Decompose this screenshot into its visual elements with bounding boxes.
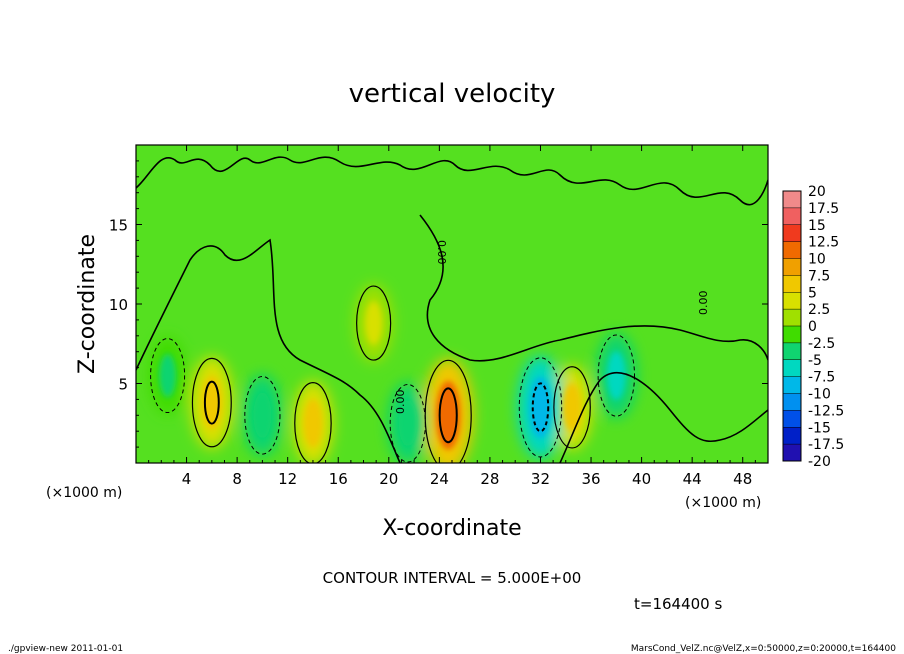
x-tick-label: 16	[329, 470, 348, 488]
x-unit-right: (×1000 m)	[685, 495, 761, 511]
x-tick-label: 4	[182, 470, 192, 488]
colorbar-label: 5	[808, 285, 817, 301]
y-tick-label: 5	[118, 376, 128, 394]
footer-left: ./gpview-new 2011-01-01	[8, 644, 123, 654]
colorbar-label: 15	[808, 218, 826, 234]
y-tick-label: 15	[109, 217, 128, 235]
contour-line	[150, 338, 186, 414]
colorbar-swatch	[783, 275, 801, 293]
time-label: t=164400 s	[634, 595, 722, 613]
x-tick-label: 40	[632, 470, 651, 488]
colorbar-swatch	[783, 292, 801, 310]
colorbar-label: 12.5	[808, 235, 839, 251]
zero-contour-main	[136, 238, 401, 463]
contour-line-inner	[438, 387, 458, 444]
contour-interval: CONTOUR INTERVAL = 5.000E+00	[323, 569, 582, 587]
colorbar-swatch	[783, 359, 801, 378]
colorbar: 2017.51512.5107.552.50-2.5-5-7.5-10-12.5…	[782, 184, 844, 470]
x-axis: 4 8 12 16 20 24 28 32 36 40 44 48	[148, 145, 756, 488]
colorbar-swatch	[783, 393, 801, 411]
x-tick-label: 8	[232, 470, 242, 488]
field-core	[562, 383, 582, 432]
colorbar-label: -7.5	[808, 370, 835, 386]
colorbar-label: 20	[808, 184, 826, 200]
chart-title: vertical velocity	[349, 79, 556, 109]
field-core	[365, 301, 383, 345]
colorbar-swatch	[783, 241, 801, 259]
x-tick-label: 48	[733, 470, 752, 488]
contour-line-inner	[203, 380, 220, 425]
colorbar-label: -15	[808, 420, 831, 436]
colorbar-label: 0	[808, 319, 817, 335]
colorbar-swatch	[783, 427, 801, 445]
colorbar-swatch	[783, 224, 801, 243]
colorbar-swatch	[783, 309, 801, 327]
contour-label-0: 0.00	[435, 240, 448, 265]
contour-line	[553, 366, 591, 449]
contour-line	[191, 357, 232, 448]
x-tick-label: 28	[480, 470, 499, 488]
x-tick-label: 20	[379, 470, 398, 488]
contour-line	[518, 357, 563, 458]
x-axis-label: X-coordinate	[382, 516, 521, 541]
contour-line	[244, 376, 281, 455]
colorbar-label: -17.5	[808, 437, 844, 453]
colorbar-label: -12.5	[808, 403, 844, 419]
colorbar-label: 17.5	[808, 201, 839, 217]
colorbar-label: 2.5	[808, 302, 830, 318]
colorbar-label: -10	[808, 387, 831, 403]
x-tick-label: 12	[278, 470, 297, 488]
field-core	[253, 392, 272, 439]
colorbar-label: -20	[808, 454, 831, 470]
contour-line	[389, 383, 426, 463]
colorbar-swatch	[783, 410, 801, 428]
field-core	[159, 353, 177, 398]
zero-contour-lower	[559, 372, 768, 463]
zero-contour-top	[136, 156, 768, 206]
y-axis-label: Z-coordinate	[75, 234, 100, 374]
colorbar-swatch	[783, 207, 801, 226]
contour-label-2: 0.00	[697, 291, 710, 316]
contour-line-inner	[531, 382, 550, 433]
x-tick-label: 32	[531, 470, 550, 488]
zero-contour-right	[419, 214, 768, 362]
field-core	[303, 399, 323, 448]
plot-area: 0.00 0.00 0.00	[136, 145, 768, 463]
colorbar-label: 7.5	[808, 268, 830, 284]
field-core	[607, 351, 626, 400]
field-core	[398, 400, 417, 447]
y-axis: 5 10 15	[109, 160, 768, 448]
contour-line	[597, 334, 636, 417]
colorbar-swatch	[783, 326, 801, 344]
x-tick-label: 44	[683, 470, 702, 488]
x-tick-label: 24	[430, 470, 449, 488]
colorbar-swatch	[783, 342, 801, 361]
y-tick-label: 10	[109, 296, 128, 314]
x-tick-label: 36	[581, 470, 600, 488]
colorbar-swatch	[783, 444, 801, 462]
colorbar-label: -5	[808, 353, 822, 369]
contour-label-1: 0.00	[394, 390, 407, 415]
colorbar-label: -2.5	[808, 336, 835, 352]
footer-right: MarsCond_VelZ.nc@VelZ,x=0:50000,z=0:2000…	[631, 644, 896, 654]
x-unit-left: (×1000 m)	[46, 485, 122, 501]
contour-line	[294, 382, 332, 463]
colorbar-label: 10	[808, 252, 826, 268]
colorbar-swatch	[783, 258, 801, 276]
colorbar-swatch	[783, 376, 801, 394]
colorbar-swatch	[783, 191, 801, 209]
contour-line	[356, 285, 392, 361]
